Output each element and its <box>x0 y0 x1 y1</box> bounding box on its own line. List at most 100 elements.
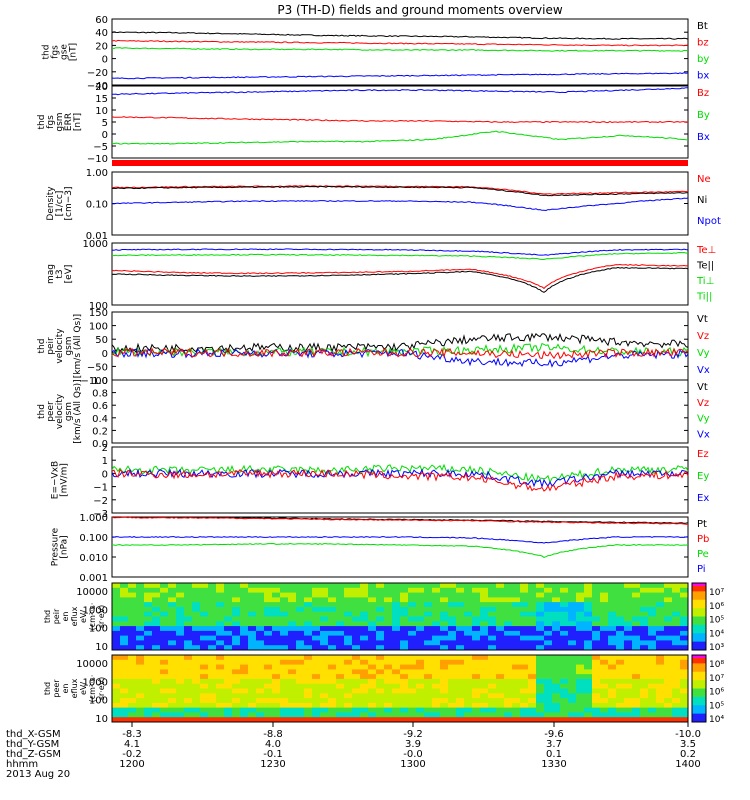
spectro-cell <box>184 712 193 718</box>
spectro-cell <box>320 664 329 670</box>
y-tick-label: 100 <box>89 696 108 707</box>
spectro-cell <box>456 698 465 704</box>
spectro-cell <box>296 583 305 589</box>
spectro-cell <box>640 655 649 661</box>
spectro-cell <box>480 616 489 622</box>
spectro-cell <box>376 693 385 699</box>
spectro-cell <box>128 645 137 651</box>
spectro-cell <box>136 669 145 675</box>
spectro-cell <box>472 602 481 608</box>
spectro-cell <box>288 683 297 689</box>
spectro-cell <box>320 635 329 641</box>
spectro-cell <box>112 712 121 718</box>
spectro-cell <box>368 616 377 622</box>
spectro-cell <box>640 707 649 713</box>
spectro-cell <box>648 606 657 613</box>
spectro-cell <box>256 688 265 694</box>
spectro-cell <box>176 702 185 709</box>
spectro-cell <box>480 717 489 723</box>
spectro-cell <box>560 712 569 718</box>
spectro-cell <box>160 702 169 709</box>
spectro-cell <box>368 702 377 709</box>
spectro-cell <box>392 611 401 617</box>
spectro-cell <box>656 698 665 704</box>
spectro-cell <box>664 635 673 641</box>
spectro-cell <box>136 587 145 594</box>
spectro-cell <box>168 678 177 685</box>
spectro-cell <box>512 621 521 627</box>
spectro-cell <box>120 592 129 598</box>
spectro-cell <box>456 597 465 603</box>
spectro-cell <box>528 693 537 699</box>
spectro-cell <box>112 678 121 685</box>
ephemeris-value: -10.0 <box>675 729 701 740</box>
colorbar-cell <box>692 685 706 689</box>
spectro-cell <box>496 606 505 613</box>
spectro-cell <box>240 674 249 680</box>
y-tick-label: 0.010 <box>79 553 108 564</box>
spectro-cell <box>216 597 225 603</box>
spectro-cell <box>216 583 225 589</box>
spectro-cell <box>296 597 305 603</box>
spectro-cell <box>608 583 617 589</box>
spectro-cell <box>520 659 529 666</box>
spectro-cell <box>656 635 665 641</box>
spectro-cell <box>128 655 137 661</box>
y-tick-label: 0.001 <box>79 573 108 584</box>
spectro-cell <box>200 645 209 651</box>
spectro-cell <box>504 659 513 666</box>
spectro-cell <box>160 678 169 685</box>
spectro-cell <box>544 592 553 598</box>
spectro-cell <box>240 621 249 627</box>
spectro-cell <box>352 645 361 651</box>
spectro-cell <box>408 626 417 632</box>
spectro-cell <box>592 655 601 661</box>
series-line <box>111 185 688 197</box>
spectro-cell <box>248 583 257 589</box>
spectro-cell <box>320 630 329 637</box>
spectro-cell <box>296 693 305 699</box>
spectro-cell <box>320 688 329 694</box>
spectro-cell <box>640 587 649 594</box>
spectro-cell <box>512 707 521 713</box>
spectro-cell <box>680 597 689 603</box>
spectro-cell <box>312 597 321 603</box>
spectro-cell <box>496 688 505 694</box>
spectro-cell <box>400 583 409 589</box>
spectro-cell <box>464 707 473 713</box>
ephemeris-value: -0.2 <box>122 749 142 760</box>
spectro-cell <box>360 655 369 661</box>
spectro-cell <box>448 698 457 704</box>
spectro-cell <box>440 606 449 613</box>
legend-entry: By <box>697 110 710 121</box>
spectro-cell <box>552 611 561 617</box>
spectro-cell <box>184 597 193 603</box>
spectro-cell <box>336 606 345 613</box>
spectro-cell <box>456 626 465 632</box>
spectro-cell <box>368 655 377 661</box>
spectro-cell <box>184 626 193 632</box>
spectro-cell <box>440 678 449 685</box>
spectro-cell <box>680 688 689 694</box>
spectro-cell <box>168 616 177 622</box>
spectro-cell <box>344 655 353 661</box>
spectro-cell <box>560 669 569 675</box>
spectro-cell <box>208 606 217 613</box>
series-line <box>111 248 689 256</box>
spectro-cell <box>488 683 497 689</box>
spectro-cell <box>464 597 473 603</box>
spectro-cell <box>616 630 625 637</box>
spectro-cell <box>136 626 145 632</box>
spectro-cell <box>560 678 569 685</box>
spectro-cell <box>416 659 425 666</box>
spectro-cell <box>192 621 201 627</box>
spectro-cell <box>256 602 265 608</box>
spectro-cell <box>168 602 177 608</box>
spectro-cell <box>592 707 601 713</box>
spectro-cell <box>608 626 617 632</box>
spectro-cell <box>672 611 681 617</box>
spectro-cell <box>232 630 241 637</box>
spectro-cell <box>592 630 601 637</box>
spectro-cell <box>280 712 289 718</box>
spectro-cell <box>288 606 297 613</box>
